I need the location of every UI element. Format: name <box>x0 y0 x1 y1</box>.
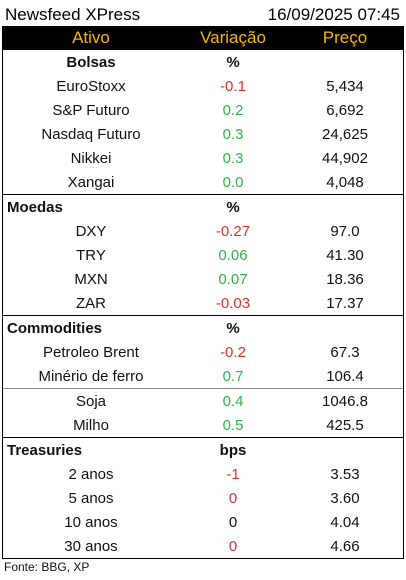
price-value: 425.5 <box>326 416 364 434</box>
change-value: 0 <box>228 537 238 555</box>
section-unit: % <box>226 319 240 337</box>
asset-name: 2 anos <box>68 465 114 483</box>
section-name: Treasuries <box>7 441 83 459</box>
price-value: 24,625 <box>322 125 368 143</box>
change-value: 0.5 <box>222 416 244 434</box>
price-value: 5,434 <box>326 77 364 95</box>
table-row: Petroleo Brent -0.2 67.3 <box>3 340 403 364</box>
price-value: 67.3 <box>330 343 360 361</box>
asset-name: Nikkei <box>70 149 112 167</box>
price-value: 106.4 <box>326 367 364 385</box>
section-header-bolsas: Bolsas % <box>3 50 403 74</box>
header-price: Preço <box>322 28 368 47</box>
section-header-commodities: Commodities % <box>3 315 403 340</box>
section-name: Moedas <box>7 198 63 216</box>
asset-name: ZAR <box>76 294 106 312</box>
change-value: 0.07 <box>218 270 248 288</box>
price-value: 4.66 <box>330 537 360 555</box>
asset-name: 5 anos <box>68 489 114 507</box>
price-value: 3.53 <box>330 465 360 483</box>
price-value: 44,902 <box>322 149 368 167</box>
table-row: S&P Futuro 0.2 6,692 <box>3 98 403 122</box>
change-value: 0 <box>228 513 238 531</box>
change-value: 0.2 <box>222 101 244 119</box>
price-value: 17.37 <box>326 294 364 312</box>
price-value: 1046.8 <box>322 392 368 410</box>
asset-name: EuroStoxx <box>56 77 126 95</box>
asset-name: DXY <box>75 222 107 240</box>
section-header-treasuries: Treasuries bps <box>3 437 403 462</box>
section-unit: % <box>226 198 240 216</box>
table-row: Nikkei 0.3 44,902 <box>3 146 403 170</box>
section-name: Bolsas <box>66 53 116 71</box>
price-value: 97.0 <box>330 222 360 240</box>
table-row: 5 anos 0 3.60 <box>3 486 403 510</box>
asset-name: TRY <box>76 246 106 264</box>
asset-name: Milho <box>73 416 109 434</box>
price-value: 18.36 <box>326 270 364 288</box>
table-row: Soja 0.4 1046.8 <box>3 388 403 413</box>
header-change: Variação <box>200 28 266 47</box>
asset-name: Minério de ferro <box>38 367 144 385</box>
table-row: Minério de ferro 0.7 106.4 <box>3 364 403 388</box>
asset-name: 10 anos <box>64 513 118 531</box>
asset-name: 30 anos <box>64 537 118 555</box>
market-table: Ativo Variação Preço Bolsas % EuroStoxx -… <box>2 26 404 559</box>
table-row: 10 anos 0 4.04 <box>3 510 403 534</box>
table-row: ZAR -0.03 17.37 <box>3 291 403 315</box>
source-footer: Fonte: BBG, XP <box>4 560 90 574</box>
change-value: -0.03 <box>215 294 251 312</box>
price-value: 6,692 <box>326 101 364 119</box>
change-value: 0.0 <box>222 173 244 191</box>
asset-name: Soja <box>75 392 107 410</box>
asset-name: Xangai <box>67 173 115 191</box>
title-bar: Newsfeed XPress 16/09/2025 07:45 <box>2 4 404 26</box>
change-value: 0.4 <box>222 392 244 410</box>
change-value: -0.27 <box>215 222 251 240</box>
section-header-moedas: Moedas % <box>3 194 403 219</box>
section-unit: bps <box>219 441 247 459</box>
table-row: Nasdaq Futuro 0.3 24,625 <box>3 122 403 146</box>
price-value: 3.60 <box>330 489 360 507</box>
datetime-label: 16/09/2025 07:45 <box>267 5 400 24</box>
change-value: 0.3 <box>222 149 244 167</box>
table-row: TRY 0.06 41.30 <box>3 243 403 267</box>
table-row: DXY -0.27 97.0 <box>3 219 403 243</box>
newsfeed-panel: Newsfeed XPress 16/09/2025 07:45 Ativo V… <box>2 4 404 559</box>
change-value: -0.1 <box>220 77 246 95</box>
table-row: Xangai 0.0 4,048 <box>3 170 403 194</box>
section-unit: % <box>226 53 240 71</box>
asset-name: Petroleo Brent <box>43 343 139 361</box>
change-value: 0 <box>228 489 238 507</box>
table-row: MXN 0.07 18.36 <box>3 267 403 291</box>
change-value: -1 <box>226 465 240 483</box>
table-row: 2 anos -1 3.53 <box>3 462 403 486</box>
change-value: -0.2 <box>220 343 246 361</box>
change-value: 0.7 <box>222 367 244 385</box>
table-row: 30 anos 0 4.66 <box>3 534 403 558</box>
price-value: 4.04 <box>330 513 360 531</box>
change-value: 0.06 <box>218 246 248 264</box>
table-row: EuroStoxx -0.1 5,434 <box>3 74 403 98</box>
price-value: 4,048 <box>326 173 364 191</box>
table-header: Ativo Variação Preço <box>3 26 403 50</box>
asset-name: S&P Futuro <box>52 101 130 119</box>
app-title: Newsfeed XPress <box>5 5 141 24</box>
change-value: 0.3 <box>222 125 244 143</box>
section-name: Commodities <box>7 319 103 337</box>
asset-name: MXN <box>74 270 108 288</box>
header-asset: Ativo <box>72 28 110 47</box>
asset-name: Nasdaq Futuro <box>41 125 141 143</box>
table-row: Milho 0.5 425.5 <box>3 413 403 437</box>
price-value: 41.30 <box>326 246 364 264</box>
